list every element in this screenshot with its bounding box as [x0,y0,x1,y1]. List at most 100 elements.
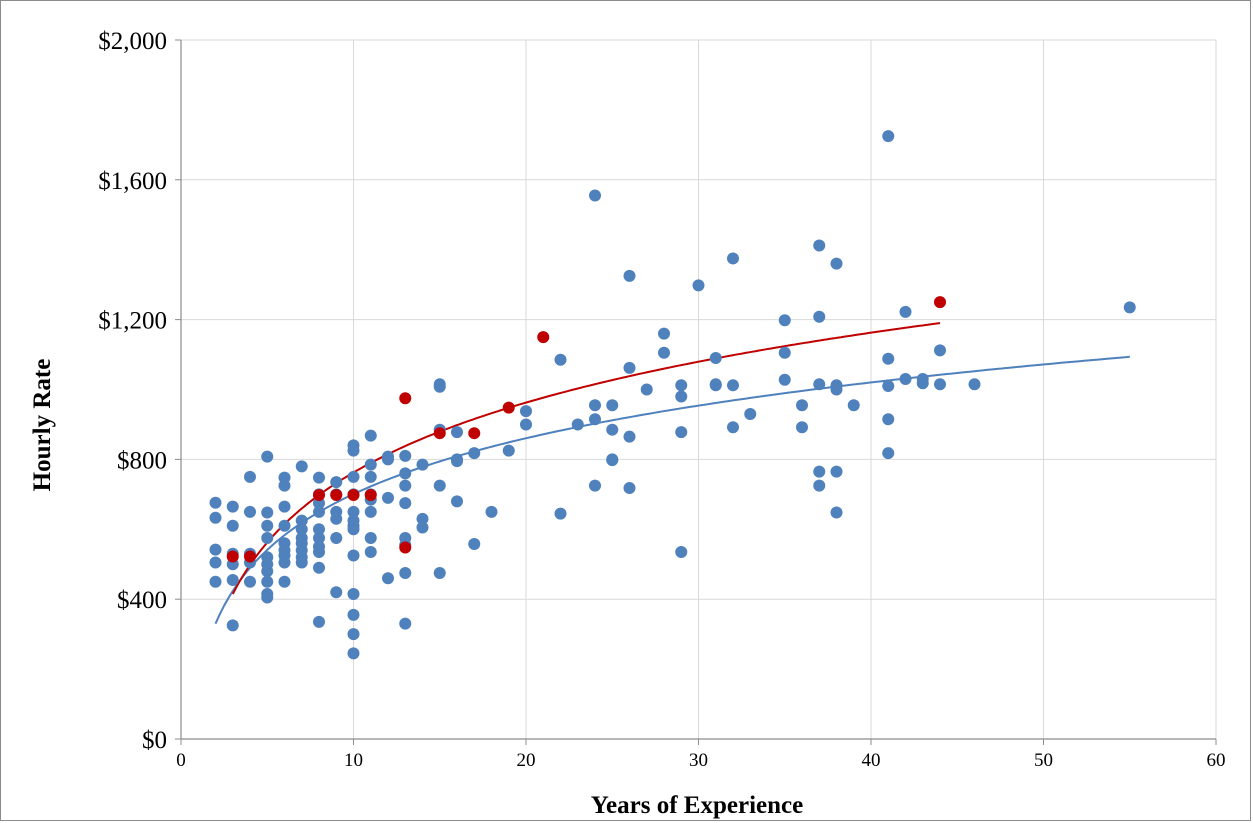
x-tick-label: 10 [344,750,363,771]
series-1-point [968,378,981,391]
series-1-point [640,383,653,396]
series-1-point [899,305,912,318]
x-tick-label: 40 [862,750,881,771]
series-1-point [451,495,463,508]
series-1-point [261,450,274,463]
series-1-point [813,465,826,478]
series-1-point [520,405,532,418]
series-1-point [589,479,601,492]
y-tick-label: $800 [117,447,167,474]
series-1-point [433,479,446,492]
series-1-point [416,521,429,534]
series-2-point [330,489,343,502]
series-1-point [244,505,256,518]
series-1-point [934,378,946,391]
series-1-point [882,352,895,365]
x-tick-label: 20 [517,750,536,771]
series-1-point [382,491,394,504]
series-1-point [330,476,343,489]
x-tick-label: 30 [689,750,708,771]
series-2-point [347,489,360,502]
series-1-point [226,500,239,513]
series-1-point [295,460,308,473]
series-1-point [347,549,360,562]
series-1-point [209,496,222,509]
axes [175,39,1217,745]
series-1-point [347,523,360,536]
series-1-point [727,421,739,434]
x-tick-label: 50 [1034,750,1053,771]
series-1-point [261,565,274,578]
series-1-point [899,373,912,386]
series-1-point [589,189,601,202]
series-1-point [226,519,239,532]
series-1-point [313,615,325,628]
series-1-point [347,647,360,660]
series-2-point [244,550,256,563]
series-1-point [313,471,325,484]
trendline-1 [214,355,1130,625]
series-1-point [589,413,601,426]
series-1-point [244,575,256,588]
y-tick-labels: $0 $400 $800 $1,200 $1,600 $2,000 [98,28,167,754]
series-1-point [416,458,429,471]
series-1-point [675,426,688,439]
series-1-point [382,572,394,585]
series-1-point [606,454,619,467]
x-tick-label: 0 [176,750,186,771]
y-tick-label: $400 [117,587,167,614]
series-2-point [468,427,481,440]
series-1-point [364,458,377,471]
series-1-point [744,407,757,420]
series-1-point [451,426,463,439]
series-1-point [295,514,308,527]
series-1-point [623,430,636,443]
series-1-point [709,379,722,392]
series-2-point [399,392,412,405]
series-1-point [623,361,636,374]
series-1-point [347,470,360,483]
series-1-point [830,383,843,396]
series-1-point [882,447,895,460]
series-1-point [727,252,739,265]
series-1-point [796,421,808,434]
series-1-point [278,479,291,492]
series-1-point [399,566,412,579]
series-2-point [537,331,550,344]
series-1-point [813,310,826,323]
series-1-point [589,399,601,412]
series-1-point [261,575,274,588]
series-2-point [226,550,239,563]
series-2-point [313,489,325,502]
series-1-point [382,453,394,466]
series-1-point [313,505,325,518]
series-1-point [399,467,412,480]
data-points [209,130,1136,660]
series-1-point [399,617,412,630]
series-1-point [554,353,567,366]
series-1-point [675,390,688,403]
series-2-point [934,296,946,309]
series-1-point [571,418,584,431]
series-1-point [347,444,360,457]
series-1-point [485,505,498,518]
series-1-point [882,380,895,393]
series-1-point [364,470,377,483]
series-2-point [433,427,446,440]
x-tick-label: 60 [1207,750,1226,771]
series-1-point [623,482,636,495]
series-1-point [330,512,343,525]
series-1-point [813,378,826,391]
series-1-point [813,239,826,252]
series-1-point [313,523,325,536]
series-1-point [675,546,688,559]
series-1-point [502,444,515,457]
series-1-point [313,532,325,545]
series-1-point [226,619,239,632]
series-1-point [796,399,808,412]
series-1-point [209,543,222,556]
series-1-point [209,511,222,524]
series-1-point [778,346,791,359]
series-1-point [606,399,619,412]
